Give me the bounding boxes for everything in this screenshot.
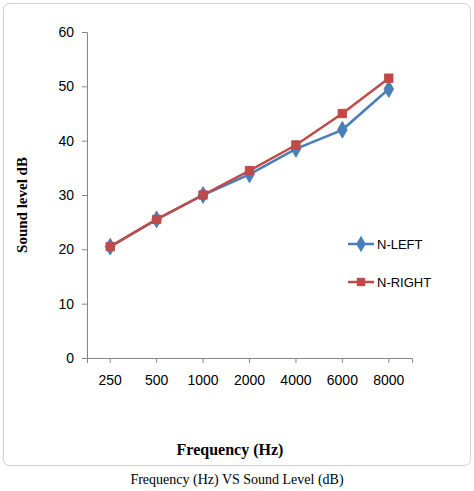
x-tick-label: 1000 (187, 372, 218, 388)
y-tick-label: 60 (58, 24, 74, 40)
x-axis-line (88, 359, 413, 364)
y-tick: 10 (58, 296, 87, 312)
x-tick-mark (388, 358, 389, 363)
y-tick-mark (82, 304, 87, 305)
series-marker (105, 238, 115, 255)
y-axis-line (82, 33, 88, 359)
y-tick-label: 10 (58, 296, 74, 312)
y-tick-mark (82, 358, 87, 359)
x-tick-mark (342, 358, 343, 363)
x-tick-label: 250 (99, 372, 123, 388)
series-line (110, 78, 389, 246)
x-tick-label: 8000 (373, 372, 404, 388)
legend-item: N-LEFT (348, 236, 423, 253)
y-tick-label: 30 (58, 187, 74, 203)
y-tick-mark (82, 141, 87, 142)
y-tick: 20 (58, 241, 87, 257)
x-tick-mark (249, 358, 250, 363)
y-tick-mark (82, 249, 87, 250)
y-tick: 60 (58, 24, 87, 40)
x-tick: 6000 (327, 358, 358, 388)
x-tick-label: 4000 (280, 372, 311, 388)
y-tick: 40 (58, 133, 87, 149)
x-tick: 2000 (234, 358, 265, 388)
x-tick-label: 500 (145, 372, 169, 388)
x-tick-mark (156, 358, 157, 363)
legend-marker (356, 236, 366, 253)
chart-root: 0 10 20 30 40 50 60 250 500 1000 2000 4000 6000 8000 N… (0, 0, 474, 491)
legend-marker (357, 278, 365, 286)
series-marker (106, 242, 114, 250)
chart-title: Frequency (Hz) VS Sound Level (dB) (130, 472, 344, 488)
legend: N-LEFT N-RIGHT (348, 236, 431, 290)
y-axis-title: Sound level dB (14, 157, 30, 253)
series-marker (198, 187, 208, 204)
y-tick: 30 (58, 187, 87, 203)
plot-data (105, 74, 393, 255)
series-line (110, 89, 389, 247)
y-tick-label: 20 (58, 241, 74, 257)
x-tick: 4000 (280, 358, 311, 388)
series-marker (245, 166, 253, 174)
x-tick-label: 2000 (234, 372, 265, 388)
y-tick-mark (82, 32, 87, 33)
x-tick-label: 6000 (327, 372, 358, 388)
y-tick-label: 40 (58, 133, 74, 149)
y-tick: 50 (58, 78, 87, 94)
series-marker (152, 211, 162, 228)
y-tick-label: 0 (66, 350, 74, 366)
y-tick: 0 (66, 350, 87, 366)
x-tick: 250 (99, 358, 123, 388)
y-tick-mark (82, 195, 87, 196)
y-tick-label: 50 (58, 78, 74, 94)
y-tick-mark (82, 86, 87, 87)
chart-border (4, 4, 471, 466)
x-tick: 500 (145, 358, 169, 388)
y-axis: 0 10 20 30 40 50 60 (58, 24, 87, 366)
series-marker (385, 74, 393, 82)
x-tick: 8000 (373, 358, 404, 388)
x-tick: 1000 (187, 358, 218, 388)
x-axis-title: Frequency (Hz) (177, 441, 284, 459)
series-marker (384, 81, 394, 98)
series-marker (338, 109, 346, 117)
legend-label: N-RIGHT (377, 275, 431, 290)
legend-item: N-RIGHT (348, 275, 431, 290)
series-marker (292, 141, 300, 149)
series-marker (291, 140, 301, 157)
x-tick-mark (203, 358, 204, 363)
x-axis: 250 500 1000 2000 4000 6000 8000 (88, 358, 413, 388)
x-tick-mark (295, 358, 296, 363)
legend-label: N-LEFT (377, 237, 423, 252)
series-marker (152, 215, 160, 223)
x-tick-mark (110, 358, 111, 363)
series-marker (245, 166, 255, 183)
series-marker (338, 121, 348, 138)
series-marker (199, 191, 207, 199)
